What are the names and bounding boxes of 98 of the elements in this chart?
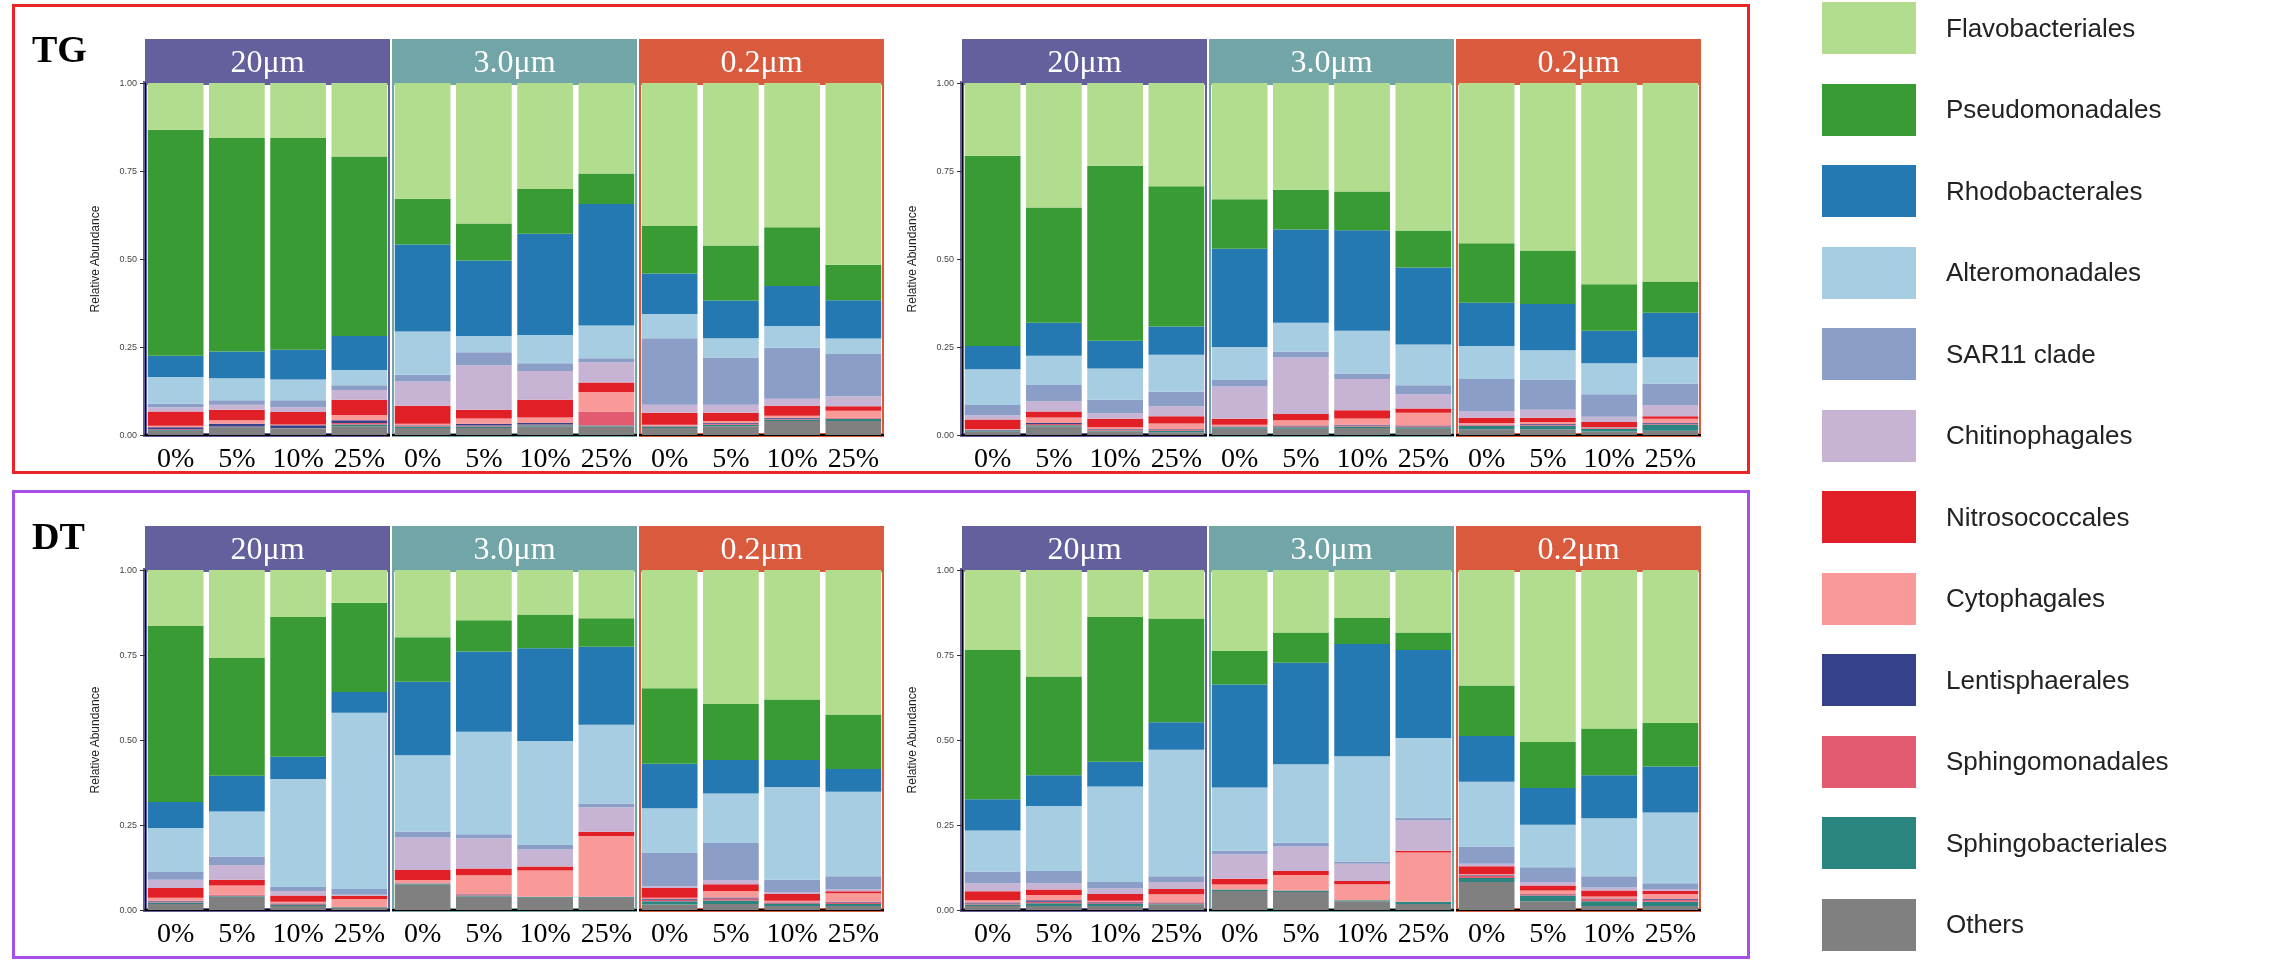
x-tick-label: 25% bbox=[580, 916, 633, 948]
y-tick-label: 0.00 bbox=[119, 430, 137, 440]
x-tick-label: 0% bbox=[1220, 441, 1259, 473]
legend-label: Sphingobacteriales bbox=[1946, 827, 2168, 859]
chart-title: 20μm bbox=[962, 526, 1207, 570]
y-tick-label: 0.25 bbox=[119, 820, 137, 830]
x-tick-label: 5% bbox=[712, 916, 750, 948]
chart-title: 3.0μm bbox=[392, 526, 637, 570]
legend-label: SAR11 clade bbox=[1946, 338, 2096, 370]
y-tick-label: 1.00 bbox=[119, 565, 137, 575]
y-tick-label: 0.75 bbox=[119, 166, 137, 176]
y-axis-title: Relative Abundance bbox=[88, 205, 102, 313]
y-tick-label: 0.50 bbox=[119, 254, 137, 264]
y-tick-label: 0.25 bbox=[936, 820, 954, 830]
y-axis-title: Relative Abundance bbox=[88, 686, 102, 794]
x-tick-label: 10% bbox=[519, 441, 571, 473]
x-tick-label: 10% bbox=[1336, 916, 1388, 948]
legend-label: Nitrosococcales bbox=[1946, 501, 2130, 533]
y-tick-label: 1.00 bbox=[936, 78, 954, 88]
y-tick-label: 0.00 bbox=[936, 430, 954, 440]
x-tick-label: 10% bbox=[1089, 916, 1141, 948]
x-tick-label: 10% bbox=[272, 916, 324, 948]
x-tick-label: 10% bbox=[1583, 441, 1635, 473]
x-tick-label: 25% bbox=[1644, 441, 1697, 473]
legend-label: Alteromonadales bbox=[1946, 257, 2142, 288]
x-tick-label: 10% bbox=[766, 441, 818, 473]
chart-title: 3.0μm bbox=[1209, 39, 1454, 83]
y-tick-label: 0.75 bbox=[936, 650, 954, 660]
y-tick-label: 0.75 bbox=[119, 650, 137, 660]
x-tick-label: 0% bbox=[1467, 916, 1506, 948]
chart-title: 0.2μm bbox=[639, 526, 884, 570]
legend-label: Others bbox=[1946, 909, 2025, 940]
y-tick-label: 0.25 bbox=[119, 342, 137, 352]
x-tick-label: 0% bbox=[156, 441, 195, 473]
x-tick-label: 25% bbox=[1150, 916, 1203, 948]
text: TG bbox=[32, 27, 87, 71]
chart-title: 3.0μm bbox=[1209, 526, 1454, 570]
x-tick-label: 5% bbox=[1282, 441, 1320, 473]
legend-label: Rhodobacterales bbox=[1946, 175, 2143, 207]
x-tick-label: 0% bbox=[973, 441, 1012, 473]
legend-label: Pseudomonadales bbox=[1946, 94, 2162, 125]
x-tick-label: 5% bbox=[1529, 916, 1567, 948]
x-tick-label: 5% bbox=[1529, 441, 1567, 473]
x-tick-label: 25% bbox=[1150, 441, 1203, 473]
x-tick-label: 25% bbox=[1644, 916, 1697, 948]
legend-label: Chitinophagales bbox=[1946, 420, 2133, 451]
y-tick-label: 0.00 bbox=[936, 905, 954, 915]
x-tick-label: 0% bbox=[650, 916, 689, 948]
y-tick-label: 0.00 bbox=[119, 905, 137, 915]
x-tick-label: 25% bbox=[1397, 916, 1450, 948]
x-tick-label: 5% bbox=[218, 916, 256, 948]
chart-title: 0.2μm bbox=[1456, 39, 1701, 83]
x-tick-label: 0% bbox=[156, 916, 195, 948]
legend-label: Sphingomonadales bbox=[1946, 746, 2169, 777]
x-tick-label: 10% bbox=[766, 916, 818, 948]
x-tick-label: 5% bbox=[1035, 916, 1073, 948]
legend-label: Flavobacteriales bbox=[1946, 12, 2136, 44]
x-tick-label: 25% bbox=[1397, 441, 1450, 473]
x-tick-label: 0% bbox=[1220, 916, 1259, 948]
y-axis-title: Relative Abundance bbox=[905, 686, 919, 794]
x-tick-label: 25% bbox=[333, 441, 386, 473]
x-tick-label: 25% bbox=[827, 441, 880, 473]
x-tick-label: 5% bbox=[465, 916, 503, 948]
x-tick-label: 25% bbox=[333, 916, 386, 948]
y-tick-label: 0.75 bbox=[936, 166, 954, 176]
x-tick-label: 5% bbox=[712, 441, 750, 473]
chart-title: 20μm bbox=[962, 39, 1207, 83]
chart-title: 20μm bbox=[145, 526, 390, 570]
x-tick-label: 0% bbox=[973, 916, 1012, 948]
y-tick-label: 0.25 bbox=[936, 342, 954, 352]
text: DT bbox=[32, 514, 85, 558]
x-tick-label: 5% bbox=[218, 441, 256, 473]
legend-label: Cytophagales bbox=[1946, 583, 2105, 614]
x-tick-label: 5% bbox=[1035, 441, 1073, 473]
chart-title: 0.2μm bbox=[639, 39, 884, 83]
x-tick-label: 0% bbox=[403, 916, 442, 948]
y-axis-title: Relative Abundance bbox=[905, 205, 919, 313]
x-tick-label: 10% bbox=[1336, 441, 1388, 473]
y-tick-label: 1.00 bbox=[119, 78, 137, 88]
y-tick-label: 0.50 bbox=[119, 735, 137, 745]
chart-title: 3.0μm bbox=[392, 39, 637, 83]
x-tick-label: 0% bbox=[403, 441, 442, 473]
legend-label: Lentisphaerales bbox=[1946, 664, 2130, 696]
x-tick-label: 0% bbox=[1467, 441, 1506, 473]
x-tick-label: 10% bbox=[1583, 916, 1635, 948]
y-tick-label: 0.50 bbox=[936, 735, 954, 745]
chart-title: 20μm bbox=[145, 39, 390, 83]
x-tick-label: 25% bbox=[827, 916, 880, 948]
x-tick-label: 10% bbox=[272, 441, 324, 473]
y-tick-label: 1.00 bbox=[936, 565, 954, 575]
chart-title: 0.2μm bbox=[1456, 526, 1701, 570]
x-tick-label: 0% bbox=[650, 441, 689, 473]
x-tick-label: 5% bbox=[465, 441, 503, 473]
x-tick-label: 5% bbox=[1282, 916, 1320, 948]
x-tick-label: 10% bbox=[1089, 441, 1141, 473]
y-tick-label: 0.50 bbox=[936, 254, 954, 264]
x-tick-label: 10% bbox=[519, 916, 571, 948]
x-tick-label: 25% bbox=[580, 441, 633, 473]
